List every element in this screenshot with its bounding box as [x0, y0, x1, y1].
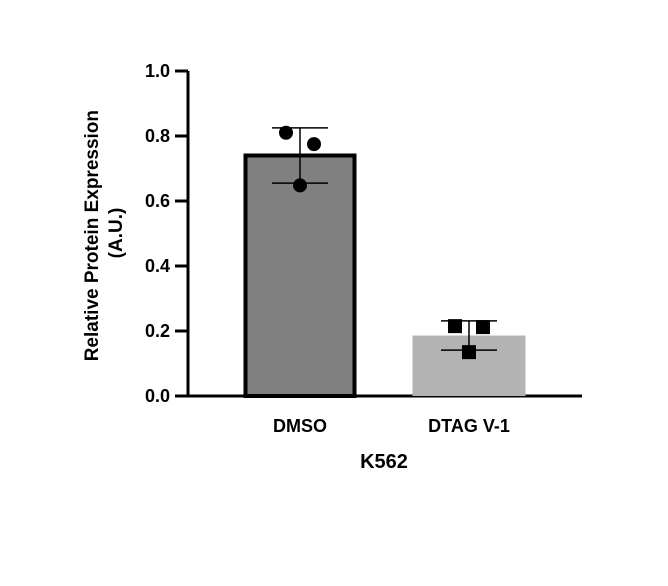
data-point-square [448, 319, 462, 334]
data-point-circle [279, 125, 293, 140]
bars [243, 153, 526, 398]
y-axis-title-line1: Relative Protein Expression [82, 110, 103, 361]
y-tick-label: 0.2 [145, 321, 170, 341]
y-axis-title: Relative Protein Expression (A.U.) [82, 105, 127, 362]
y-tick-label: 0.4 [145, 256, 170, 276]
bar-dmso [243, 153, 357, 398]
x-axis-title: K562 [360, 451, 408, 473]
data-point-square [462, 345, 476, 360]
data-point-circle [307, 137, 321, 152]
y-tick-label: 0.6 [145, 191, 170, 211]
y-axis: 0.0 0.2 0.4 0.6 0.8 1.0 [145, 61, 190, 406]
x-tick-label: DTAG V-1 [428, 416, 510, 436]
y-tick-label: 0.8 [145, 126, 170, 146]
data-point-circle [293, 178, 307, 193]
y-tick-label: 0.0 [145, 386, 170, 406]
data-points [279, 125, 490, 360]
x-tick-label: DMSO [273, 416, 327, 436]
data-point-square [476, 320, 490, 335]
y-tick-label: 1.0 [145, 61, 170, 81]
x-tick-labels: DMSO DTAG V-1 [273, 416, 510, 436]
y-axis-title-line2: (A.U.) [106, 208, 127, 259]
